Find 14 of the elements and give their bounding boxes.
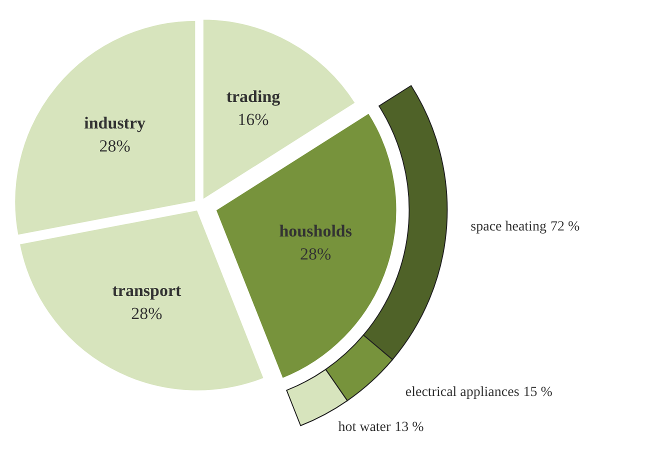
category-label: space heating bbox=[470, 220, 546, 235]
slice-label: housholds bbox=[279, 222, 352, 241]
data-label: 28% bbox=[131, 304, 162, 323]
category-label: hot water bbox=[338, 420, 392, 435]
data-label: 72 % bbox=[550, 220, 580, 235]
data-label: 16% bbox=[238, 110, 269, 130]
data-label: 13 % bbox=[394, 420, 424, 435]
category-label: electrical appliances bbox=[405, 384, 520, 400]
slice-label: trading bbox=[226, 87, 281, 106]
slice-label: transport bbox=[112, 280, 182, 300]
data-label: 28% bbox=[300, 244, 332, 264]
data-label: 28% bbox=[99, 136, 130, 156]
data-label: 15 % bbox=[523, 384, 553, 400]
slice-label: industry bbox=[84, 114, 146, 133]
